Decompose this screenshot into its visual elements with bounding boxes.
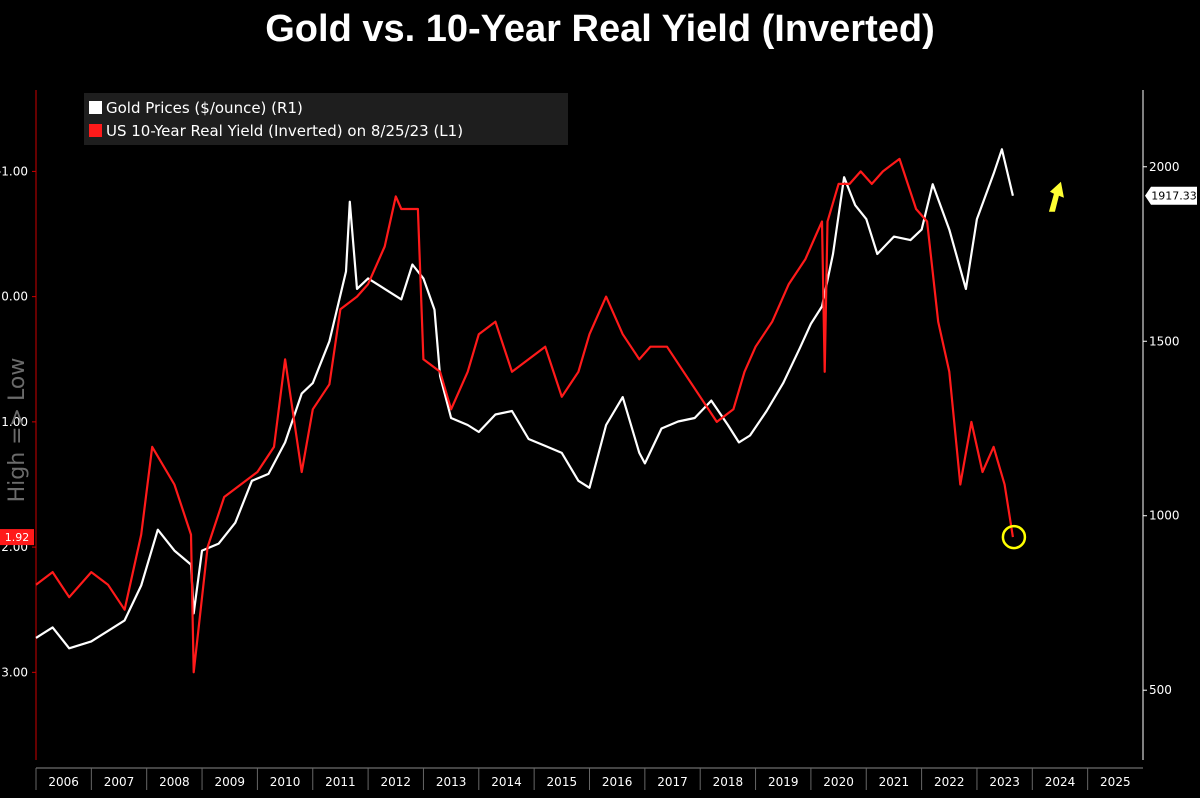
yield-last-value-tag	[0, 529, 34, 546]
x-tick-label-19: 2025	[1100, 775, 1131, 789]
series-layer	[35, 148, 1014, 674]
left-axis-label: High => Low	[5, 358, 30, 503]
x-tick-label-1: 2007	[104, 775, 135, 789]
x-tick-label-13: 2019	[768, 775, 799, 789]
x-tick-label-0: 2006	[48, 775, 79, 789]
left-tick-label-0: -1.00	[0, 164, 28, 178]
right-ticks: 500 1000 1500 2000	[1143, 160, 1180, 697]
x-tick-label-12: 2018	[713, 775, 744, 789]
legend-entry-gold: Gold Prices ($/ounce) (R1)	[106, 99, 303, 117]
gold-last-value-tag	[1145, 186, 1197, 205]
gold-last-value-label: 1917.33	[1151, 190, 1197, 203]
x-tick-label-4: 2010	[270, 775, 301, 789]
x-ticks: 2006 2007 2008 2009 2010 2011 2012 2013 2014 2015…	[35, 768, 1131, 790]
x-tick-label-5: 2011	[325, 775, 356, 789]
x-tick-label-6: 2012	[381, 775, 412, 789]
up-arrow-icon	[1048, 181, 1064, 212]
legend-swatch-yield	[89, 124, 102, 137]
right-tick-label-1: 1000	[1149, 509, 1180, 523]
axes	[35, 90, 1144, 769]
highlight-circle	[1001, 524, 1027, 550]
x-tick-label-8: 2014	[491, 775, 522, 789]
left-tick-label-1: 0.00	[1, 290, 28, 304]
legend-box	[84, 93, 568, 145]
left-tick-label-2: 1.00	[1, 415, 28, 429]
left-tick-label-4: 3.00	[1, 665, 28, 679]
x-tick-label-11: 2017	[657, 775, 688, 789]
x-tick-label-15: 2021	[879, 775, 910, 789]
left-ticks: -1.000.001.002.003.00	[0, 164, 36, 679]
gold-price-line	[35, 148, 1014, 650]
x-tick-label-2: 2008	[159, 775, 190, 789]
real-yield-line	[35, 157, 1014, 674]
right-tick-label-0: 500	[1149, 683, 1172, 697]
x-tick-label-3: 2009	[214, 775, 245, 789]
right-tick-label-2: 1500	[1149, 334, 1180, 348]
x-tick-label-9: 2015	[547, 775, 578, 789]
x-tick-label-17: 2023	[989, 775, 1020, 789]
legend-entry-yield: US 10-Year Real Yield (Inverted) on 8/25…	[106, 122, 463, 140]
x-tick-label-18: 2024	[1045, 775, 1076, 789]
x-tick-label-7: 2013	[436, 775, 467, 789]
legend: Gold Prices ($/ounce) (R1) US 10-Year Re…	[84, 93, 568, 145]
chart-title: Gold vs. 10-Year Real Yield (Inverted)	[265, 8, 935, 50]
x-tick-label-10: 2016	[602, 775, 633, 789]
x-tick-label-16: 2022	[934, 775, 965, 789]
right-tick-label-3: 2000	[1149, 160, 1180, 174]
x-tick-label-14: 2020	[823, 775, 854, 789]
legend-swatch-gold	[89, 101, 102, 114]
yield-last-value-label: 1.92	[5, 531, 30, 544]
markers: 1917.33 1.92	[0, 181, 1197, 550]
